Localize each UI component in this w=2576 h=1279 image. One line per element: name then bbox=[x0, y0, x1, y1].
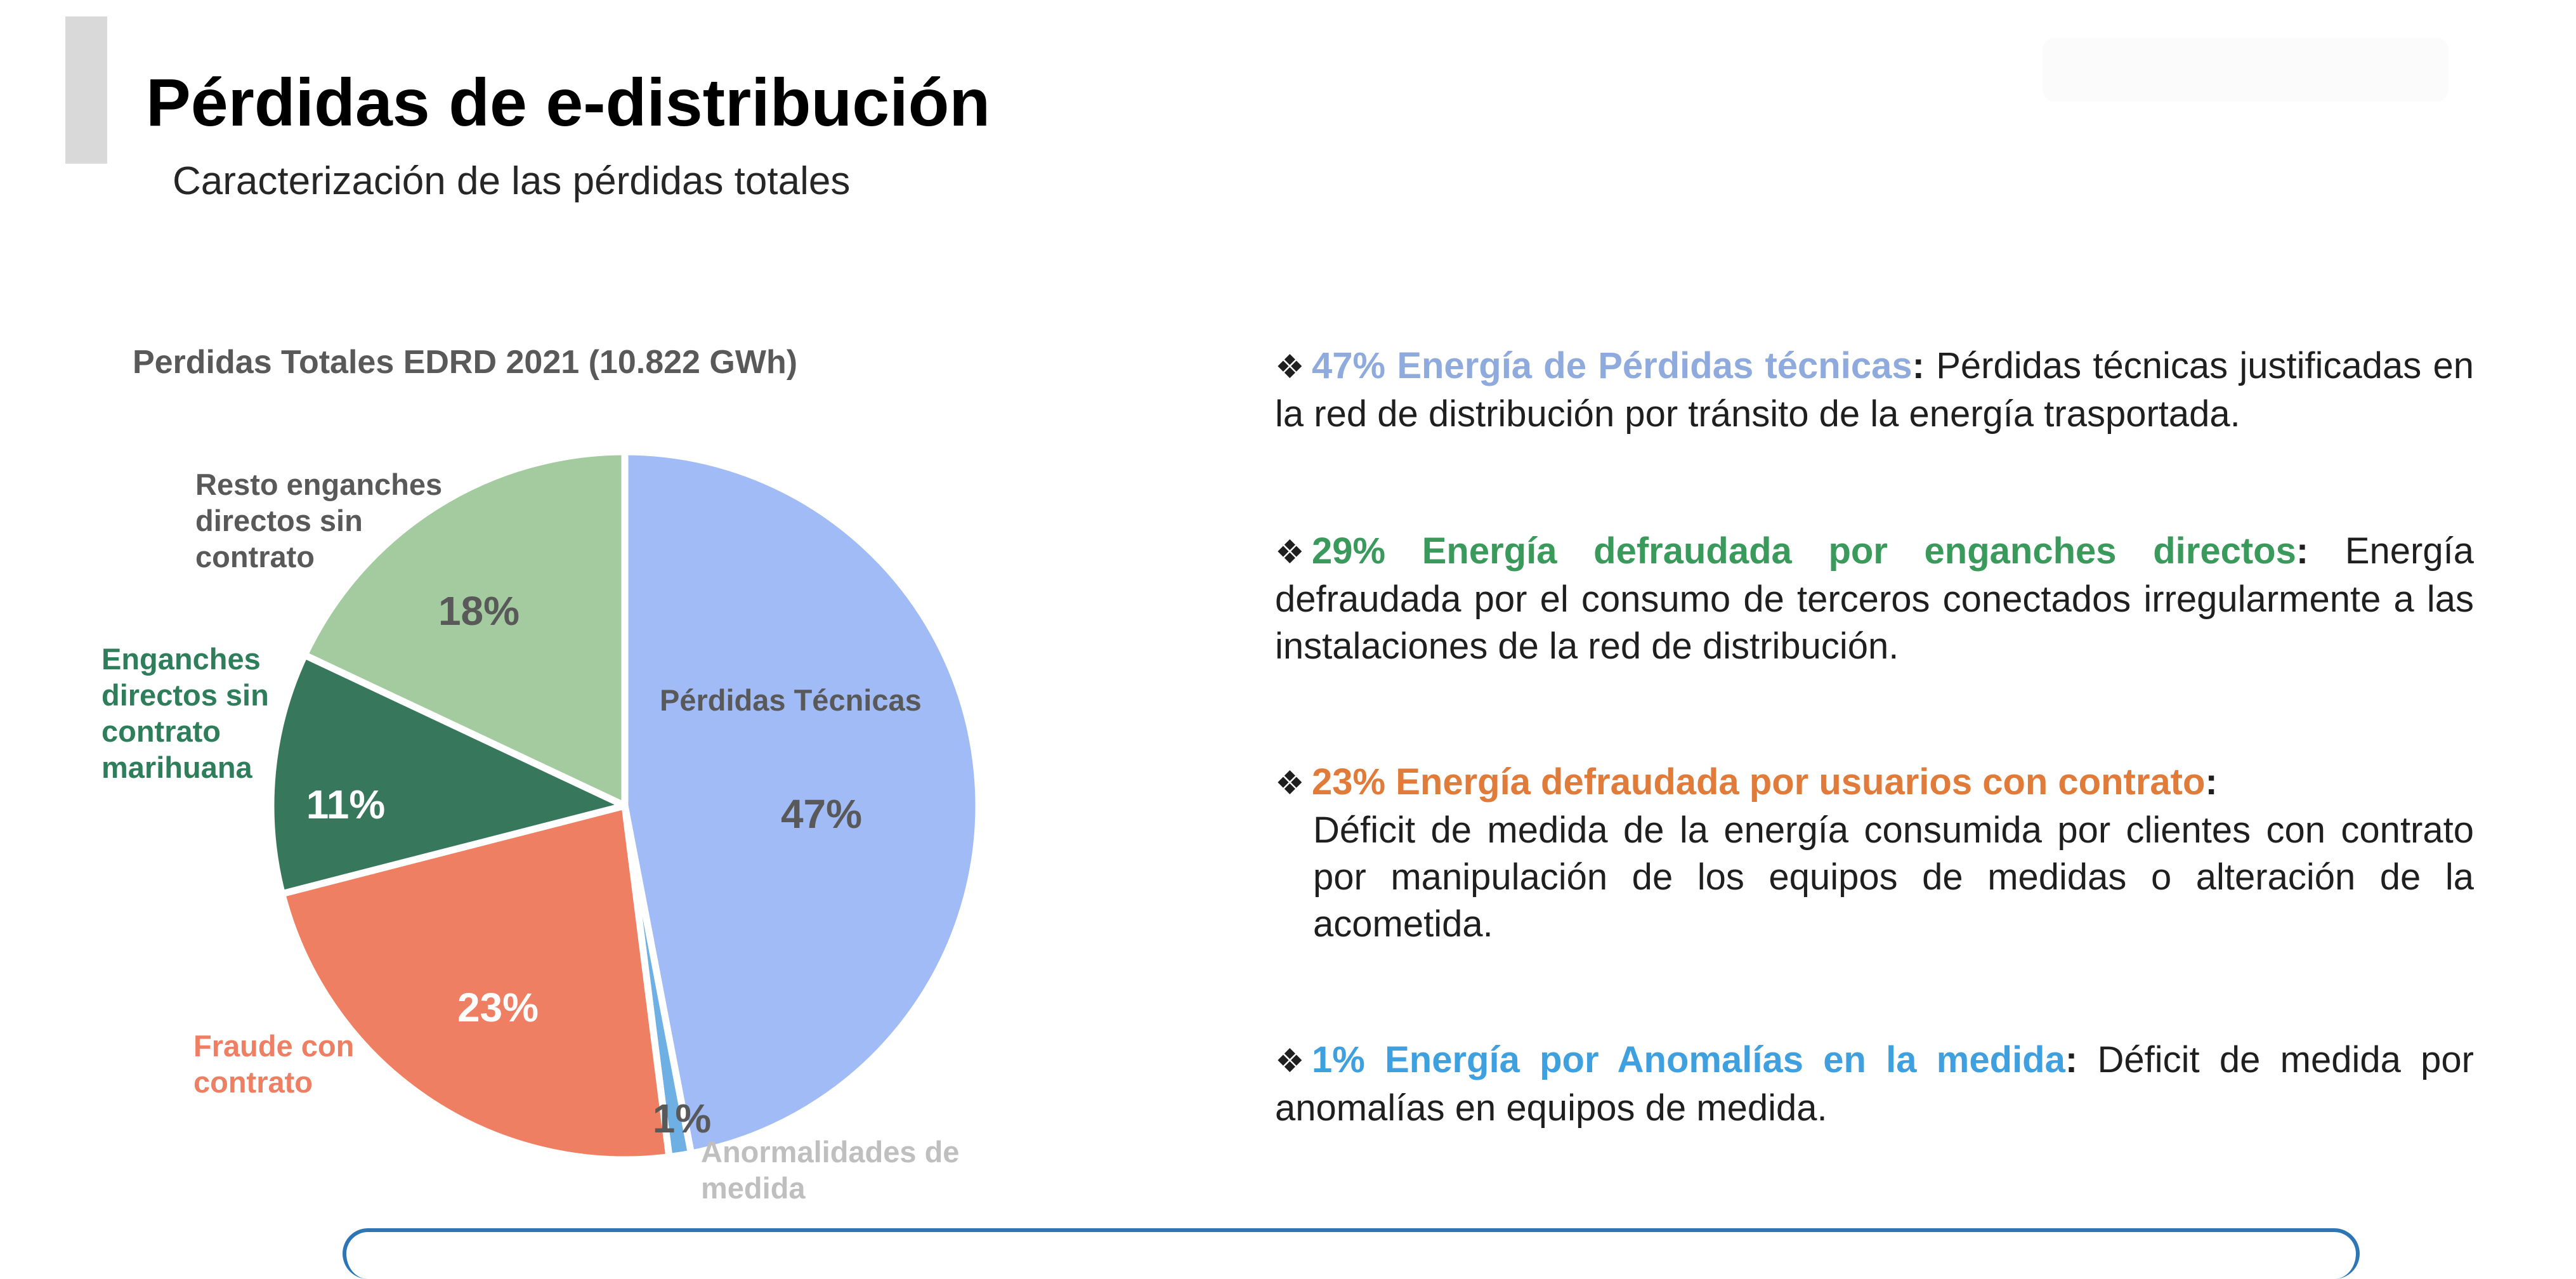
pie-category-label-resto: Resto enganches directos sin contrato bbox=[195, 468, 442, 574]
description-separator: : bbox=[2205, 761, 2218, 803]
description-body: Déficit de medida por anomalías en equip… bbox=[1275, 1039, 2474, 1129]
description-lead: 29% Energía defraudada por enganches dir… bbox=[1312, 530, 2296, 572]
pie-chart: Perdidas Totales EDRD 2021 (10.822 GWh) … bbox=[101, 344, 983, 1205]
description-item-enganches: ❖ 29% Energía defraudada por enganches di… bbox=[1275, 528, 2474, 670]
pie-category-label-tecnicas: Pérdidas Técnicas bbox=[660, 683, 922, 717]
pie-percent-labels: 47% 1% 23% 11% 18% bbox=[306, 588, 862, 1141]
pie-slices bbox=[267, 448, 983, 1164]
pie-percent-label-fraude: 23% bbox=[457, 985, 539, 1030]
pie-category-labels: Pérdidas Técnicas Anormalidades de medida F… bbox=[101, 468, 959, 1205]
pie-slice-marihuana bbox=[267, 651, 629, 898]
description-body: Energía defraudada por el consumo de ter… bbox=[1275, 530, 2474, 667]
description-separator: : bbox=[2296, 530, 2309, 572]
description-item-anomalias: ❖ 1% Energía por Anomalías en la medida: … bbox=[1275, 1037, 2474, 1132]
description-item-fraude: ❖ 23% Energía defraudada por usuarios con… bbox=[1275, 759, 2474, 948]
pie-slice-resto bbox=[301, 448, 629, 810]
bottom-callout-box bbox=[343, 1228, 2360, 1279]
logo-placeholder bbox=[2043, 38, 2449, 102]
diamond-bullet-icon: ❖ bbox=[1275, 1043, 1305, 1080]
diamond-bullet-icon: ❖ bbox=[1275, 349, 1305, 386]
description-item-tecnicas: ❖ 47% Energía de Pérdidas técnicas: Pérdi… bbox=[1275, 343, 2474, 438]
diamond-bullet-icon: ❖ bbox=[1275, 534, 1305, 571]
description-lead: 1% Energía por Anomalías en la medida bbox=[1312, 1039, 2065, 1080]
pie-percent-label-marihuana: 11% bbox=[306, 782, 386, 827]
pie-category-label-fraude: Fraude con contrato bbox=[193, 1029, 354, 1099]
pie-category-label-marihuana: Enganches directos sin contrato marihuana bbox=[101, 642, 269, 784]
pie-percent-label-resto: 18% bbox=[438, 588, 520, 634]
description-body: Déficit de medida de la energía consumid… bbox=[1313, 810, 2474, 945]
pie-percent-label-anormalidades: 1% bbox=[653, 1096, 712, 1141]
chart-title: Perdidas Totales EDRD 2021 (10.822 GWh) bbox=[133, 344, 797, 381]
page-title: Pérdidas de e-distribución bbox=[146, 65, 991, 140]
description-body: Pérdidas técnicas justificadas en la red… bbox=[1275, 345, 2475, 435]
pie-percent-label-tecnicas: 47% bbox=[781, 791, 862, 837]
pie-slice-tecnicas bbox=[621, 448, 983, 1157]
description-separator: : bbox=[1912, 345, 1925, 386]
title-accent-bar bbox=[65, 16, 107, 164]
diamond-bullet-icon: ❖ bbox=[1275, 765, 1305, 802]
description-lead: 47% Energía de Pérdidas técnicas bbox=[1312, 345, 1912, 386]
description-lead: 23% Energía defraudada por usuarios con … bbox=[1312, 761, 2206, 803]
description-separator: : bbox=[2065, 1039, 2078, 1080]
pie-category-label-anormalidades: Anormalidades de medida bbox=[701, 1135, 959, 1205]
page-subtitle: Caracterización de las pérdidas totales bbox=[173, 159, 851, 203]
pie-slice-fraude bbox=[278, 802, 673, 1164]
